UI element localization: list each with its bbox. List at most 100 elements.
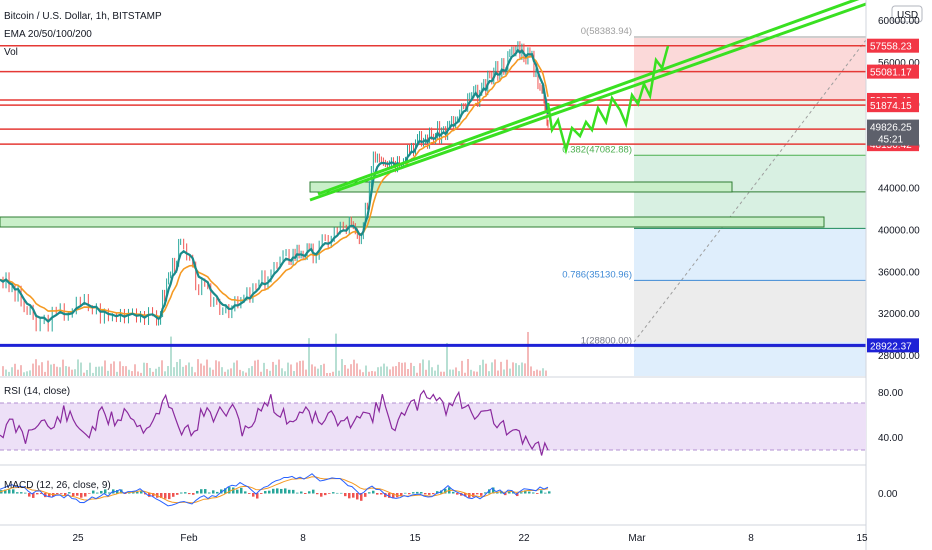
volume-bar (302, 360, 304, 376)
volume-bar (356, 363, 358, 376)
volume-bar (161, 360, 163, 376)
macd-histogram-bar (320, 493, 323, 497)
volume-bar (95, 366, 97, 376)
support-box-lower[interactable] (0, 216, 825, 228)
macd-histogram-bar (516, 493, 519, 497)
volume-bar (317, 368, 319, 376)
macd-histogram-bar (476, 493, 479, 495)
currency-badge[interactable] (891, 5, 923, 23)
macd-histogram-bar (16, 492, 19, 494)
volume-bar (248, 368, 250, 376)
macd-histogram-bar (60, 493, 63, 494)
volume-bar (206, 359, 208, 376)
volume-bar (245, 372, 247, 376)
forecast-path[interactable] (546, 45, 670, 155)
fib-level-label: 1(28800.00) (581, 336, 632, 347)
volume-bar (314, 366, 316, 376)
macd-histogram-bar (88, 493, 91, 494)
volume-bar (62, 359, 64, 376)
volume-bar (203, 365, 205, 376)
volume-bar (365, 365, 367, 376)
volume-bar (38, 365, 40, 376)
support-box-upper[interactable] (309, 181, 733, 193)
macd-histogram-bar (28, 493, 31, 497)
macd-histogram-bar (352, 493, 355, 498)
ema-fast-line[interactable] (0, 48, 550, 324)
price-tag[interactable] (867, 338, 919, 353)
rsi-label: RSI (14, close) (4, 386, 70, 397)
volume-bar (362, 372, 364, 376)
volume-bar (236, 360, 238, 376)
volume-bar (188, 362, 190, 376)
volume-bar (455, 367, 457, 376)
macd-histogram-bar (364, 493, 367, 497)
volume-bar (275, 364, 277, 376)
macd-histogram-bar (260, 493, 263, 494)
volume-bar (530, 366, 532, 376)
y-tick-label: 32000.00 (878, 309, 920, 320)
macd-histogram-bar (48, 493, 51, 498)
macd-histogram-bar (428, 493, 431, 495)
volume-bar (485, 363, 487, 376)
macd-histogram-bar (168, 493, 171, 500)
volume-bar (146, 362, 148, 376)
trendline-lower[interactable] (309, 2, 867, 202)
macd-histogram-bar (244, 491, 247, 494)
macd-histogram-bar (200, 489, 203, 494)
volume-bar (470, 369, 472, 376)
volume-bar (452, 369, 454, 376)
volume-bar (410, 362, 412, 376)
macd-histogram-bar (220, 489, 223, 494)
volume-bar (506, 359, 508, 376)
volume-bar (332, 371, 334, 376)
volume-bar (353, 359, 355, 376)
rsi-line[interactable] (0, 389, 549, 456)
volume-bar (509, 368, 511, 376)
volume-bar (290, 364, 292, 376)
volume-bar (125, 366, 127, 376)
macd-histogram-bar (312, 489, 315, 494)
volume-bar (221, 367, 223, 376)
volume-bar (260, 371, 262, 376)
volume-bar (185, 365, 187, 376)
volume-bar (488, 371, 490, 376)
macd-histogram-bar (344, 493, 347, 497)
volume-bar (476, 371, 478, 376)
macd-histogram-bar (140, 490, 143, 494)
volume-bar (83, 372, 85, 376)
x-tick-label: Mar (628, 533, 646, 544)
macd-histogram-bar (256, 493, 259, 499)
current-price-tag[interactable] (867, 119, 919, 146)
macd-histogram-bar (284, 488, 287, 494)
volume-bar (200, 363, 202, 376)
ema-indicator-label: EMA 20/50/100/200 (4, 29, 92, 40)
macd-signal-line[interactable] (0, 476, 549, 504)
volume-bar (101, 366, 103, 376)
trendline-upper[interactable] (317, 0, 866, 196)
fib-level-label: 0.786(35130.96) (562, 269, 632, 280)
macd-line[interactable] (0, 473, 549, 507)
volume-bar (179, 359, 181, 376)
volume-bar (176, 361, 178, 376)
macd-histogram-bar (380, 493, 383, 495)
volume-bar (287, 362, 289, 376)
macd-histogram-bar (184, 492, 187, 494)
volume-bar (428, 360, 430, 376)
volume-bar (59, 367, 61, 376)
volume-bar (293, 371, 295, 376)
price-tag[interactable] (867, 38, 919, 53)
macd-histogram-bar (216, 491, 219, 494)
macd-histogram-bar (72, 493, 75, 497)
volume-bar (374, 371, 376, 376)
macd-histogram-bar (36, 493, 39, 495)
macd-histogram-bar (324, 493, 327, 496)
price-tag[interactable] (867, 64, 919, 79)
volume-bar (197, 359, 199, 376)
price-tag[interactable] (867, 98, 919, 113)
volume-bar (491, 362, 493, 376)
volume-bar (419, 363, 421, 376)
fib-zone-blue-low (634, 342, 866, 376)
volume-bar (89, 362, 91, 376)
volume-bar (368, 371, 370, 376)
